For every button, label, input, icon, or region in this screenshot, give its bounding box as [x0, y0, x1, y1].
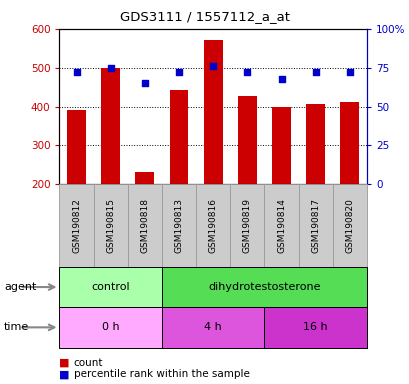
Point: [141, 80, 148, 86]
Text: 16 h: 16 h: [303, 322, 327, 333]
Bar: [272, 106, 290, 184]
Text: GSM190815: GSM190815: [106, 198, 115, 253]
Bar: [264, 184, 298, 267]
Bar: [196, 184, 230, 267]
Bar: [162, 267, 366, 307]
Text: 0 h: 0 h: [102, 322, 119, 333]
Bar: [162, 184, 196, 267]
Text: control: control: [91, 282, 130, 292]
Point: [107, 65, 114, 71]
Point: [73, 69, 80, 75]
Bar: [298, 184, 332, 267]
Point: [312, 69, 318, 75]
Point: [346, 69, 352, 75]
Bar: [169, 90, 188, 184]
Text: agent: agent: [4, 282, 36, 292]
Text: count: count: [74, 358, 103, 368]
Text: GDS3111 / 1557112_a_at: GDS3111 / 1557112_a_at: [120, 10, 289, 23]
Text: dihydrotestosterone: dihydrotestosterone: [208, 282, 320, 292]
Bar: [306, 104, 324, 184]
Point: [209, 63, 216, 69]
Bar: [59, 267, 162, 307]
Point: [175, 69, 182, 75]
Text: time: time: [4, 322, 29, 333]
Bar: [93, 184, 128, 267]
Text: GSM190817: GSM190817: [310, 198, 319, 253]
Text: 4 h: 4 h: [204, 322, 222, 333]
Text: GSM190813: GSM190813: [174, 198, 183, 253]
Bar: [59, 184, 93, 267]
Text: GSM190818: GSM190818: [140, 198, 149, 253]
Bar: [128, 184, 162, 267]
Text: ■: ■: [59, 369, 70, 379]
Text: ■: ■: [59, 358, 70, 368]
Text: GSM190819: GSM190819: [242, 198, 251, 253]
Text: GSM190820: GSM190820: [344, 198, 353, 253]
Bar: [67, 111, 86, 184]
Text: GSM190816: GSM190816: [208, 198, 217, 253]
Text: percentile rank within the sample: percentile rank within the sample: [74, 369, 249, 379]
Bar: [237, 96, 256, 184]
Bar: [339, 101, 358, 184]
Point: [278, 76, 284, 82]
Point: [243, 69, 250, 75]
Bar: [230, 184, 264, 267]
Bar: [135, 172, 154, 184]
Text: GSM190814: GSM190814: [276, 198, 285, 253]
Bar: [162, 307, 264, 348]
Bar: [203, 40, 222, 184]
Bar: [332, 184, 366, 267]
Bar: [59, 307, 162, 348]
Bar: [264, 307, 366, 348]
Text: GSM190812: GSM190812: [72, 198, 81, 253]
Bar: [101, 68, 120, 184]
